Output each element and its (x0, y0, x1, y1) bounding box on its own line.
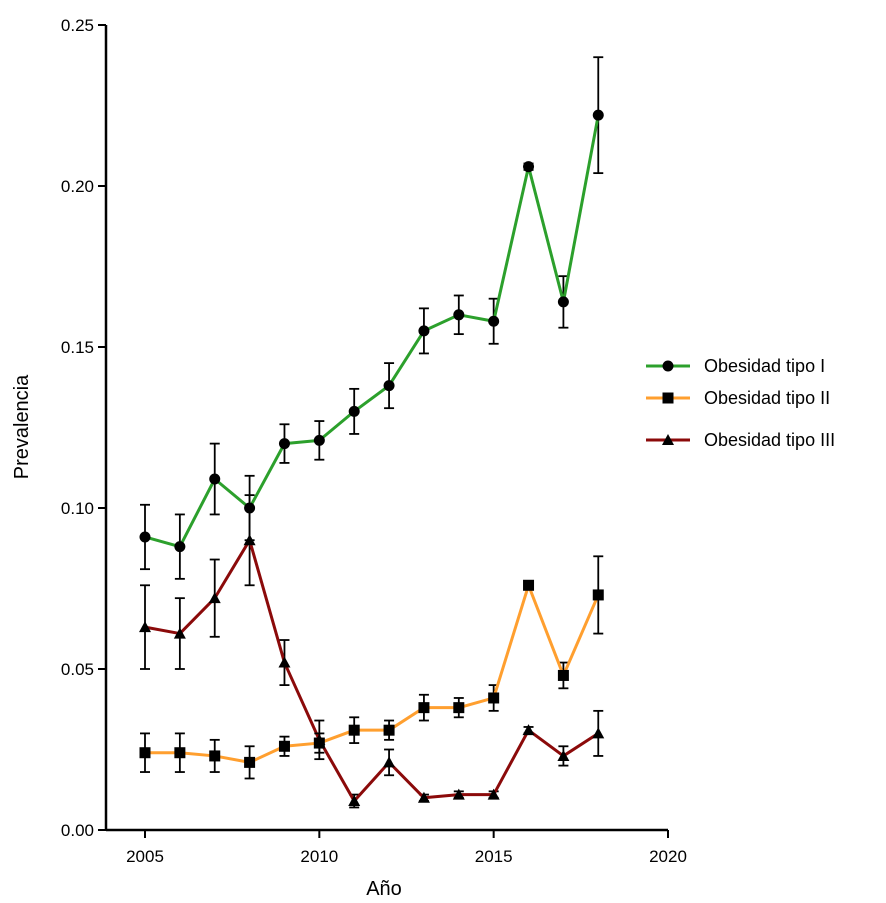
series-line (145, 583, 600, 764)
data-point-square (592, 589, 604, 601)
y-tick-label: 0.05 (61, 660, 94, 679)
series-line (144, 114, 600, 549)
y-tick-label: 0.00 (61, 821, 94, 840)
data-point-circle (557, 296, 569, 308)
data-point-circle (278, 438, 290, 450)
legend-item-2: Obesidad tipo II (646, 388, 830, 408)
data-point-circle (209, 473, 221, 485)
data-point-square (383, 724, 395, 736)
data-point-square (523, 579, 535, 591)
data-point-triangle (278, 656, 291, 668)
data-point-triangle (452, 788, 465, 800)
y-tick-label: 0.15 (61, 338, 94, 357)
data-point-square (244, 756, 256, 768)
legend-item-1: Obesidad tipo I (646, 356, 825, 376)
data-point-circle (523, 161, 535, 173)
data-point-triangle (173, 627, 186, 639)
axes: 0.00 0.05 0.10 0.15 0.20 0.25 2005 2010 2015 2020 (61, 16, 687, 866)
data-point-square (557, 669, 569, 681)
data-point-square (348, 724, 360, 736)
data-point-triangle (662, 434, 674, 445)
data-point-square (418, 702, 430, 714)
legend-label: Obesidad tipo II (704, 388, 830, 408)
series-2 (139, 555, 604, 780)
x-tick-label: 2020 (649, 847, 687, 866)
data-point-circle (174, 541, 186, 553)
data-point-triangle (487, 788, 500, 800)
data-point-square (662, 392, 674, 404)
data-point-triangle (522, 724, 535, 736)
data-point-circle (244, 502, 256, 514)
data-point-square (209, 750, 221, 762)
data-point-circle (418, 325, 430, 337)
series-3 (139, 494, 605, 809)
legend-item-3: Obesidad tipo III (646, 430, 835, 450)
legend-label: Obesidad tipo III (704, 430, 835, 450)
data-point-square (453, 702, 465, 714)
data-point-circle (592, 109, 604, 121)
x-axis-title: Año (366, 878, 402, 900)
x-tick-label: 2005 (126, 847, 164, 866)
data-point-triangle (348, 795, 361, 807)
data-point-square (174, 747, 186, 759)
data-point-circle (348, 405, 360, 417)
x-tick-label: 2015 (475, 847, 513, 866)
legend-label: Obesidad tipo I (704, 356, 825, 376)
data-point-circle (139, 531, 151, 543)
data-point-circle (313, 434, 325, 446)
y-axis-title: Prevalencia (11, 374, 33, 479)
data-point-triangle (417, 791, 430, 803)
data-point-triangle (383, 756, 396, 768)
x-tick-label: 2010 (300, 847, 338, 866)
data-point-triangle (208, 592, 221, 604)
legend: Obesidad tipo I Obesidad tipo II Obesidad … (646, 356, 835, 450)
data-point-square (139, 747, 151, 759)
series-1 (139, 56, 604, 580)
data-point-square (278, 740, 290, 752)
y-tick-label: 0.20 (61, 177, 94, 196)
data-point-triangle (139, 621, 151, 633)
data-point-triangle (592, 727, 605, 739)
y-tick-label: 0.10 (61, 499, 94, 518)
series-layer (139, 56, 605, 809)
data-point-circle (453, 309, 465, 321)
data-point-square (488, 692, 500, 704)
data-point-triangle (557, 749, 570, 761)
data-point-square (313, 737, 325, 749)
series-line (144, 538, 600, 803)
data-point-circle (662, 360, 674, 372)
y-tick-label: 0.25 (61, 16, 94, 35)
data-point-circle (488, 315, 500, 327)
data-point-circle (383, 380, 395, 392)
